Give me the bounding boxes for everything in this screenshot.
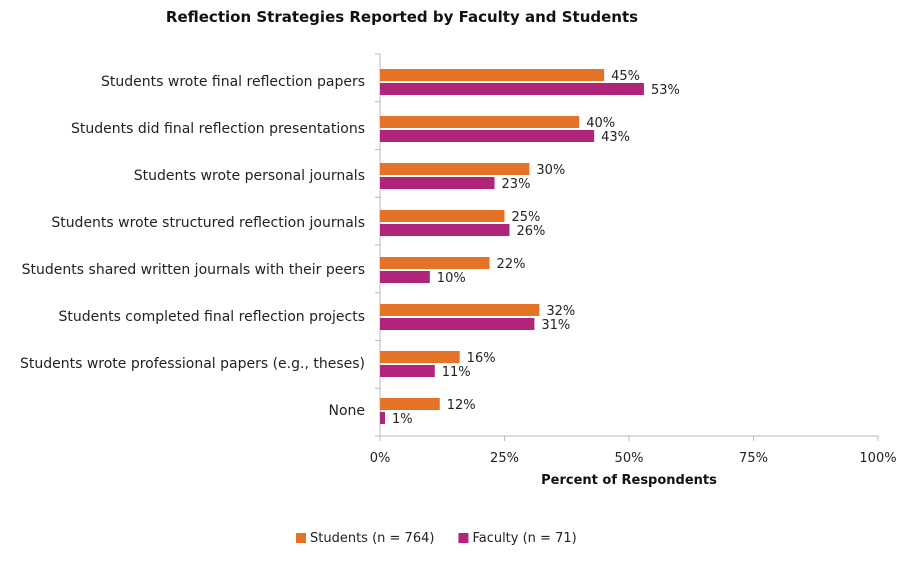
- legend-swatch-faculty: [458, 533, 469, 543]
- x-tick-label: 25%: [490, 451, 519, 466]
- data-label: 32%: [546, 304, 575, 319]
- category-label: None: [328, 403, 365, 419]
- data-label: 53%: [651, 83, 680, 98]
- category-label: Students wrote final reflection papers: [101, 74, 365, 90]
- x-axis-title: Percent of Respondents: [541, 473, 717, 488]
- data-label: 31%: [541, 318, 570, 333]
- bar-students: [380, 116, 580, 128]
- category-label: Students did final reflection presentati…: [71, 121, 365, 137]
- data-label: 45%: [611, 69, 640, 84]
- plot-area: 0% 25% 50% 75% 100% Students wrote final refl…: [20, 53, 897, 466]
- bar-faculty: [380, 318, 535, 330]
- data-label: 26%: [516, 224, 545, 239]
- category-label: Students wrote professional papers (e.g.…: [20, 356, 365, 372]
- data-label: 43%: [601, 130, 630, 145]
- legend-label-students: Students (n = 764): [310, 531, 434, 546]
- legend-label-faculty: Faculty (n = 71): [472, 531, 576, 546]
- category-label: Students completed final reflection proj…: [58, 309, 365, 325]
- bar-students: [380, 163, 530, 175]
- data-label: 1%: [392, 412, 413, 427]
- data-label: 11%: [442, 365, 471, 380]
- bar-faculty: [380, 130, 595, 142]
- x-tick-label: 50%: [615, 451, 644, 466]
- category-label: Students wrote personal journals: [134, 168, 365, 184]
- data-label: 22%: [497, 257, 526, 272]
- bar-faculty: [380, 177, 495, 189]
- data-label: 40%: [586, 116, 615, 131]
- bar-faculty: [380, 271, 430, 283]
- bar-faculty: [380, 412, 385, 424]
- bar-students: [380, 304, 540, 316]
- category-label: Students shared written journals with th…: [22, 262, 365, 278]
- bar-students: [380, 257, 490, 269]
- bar-students: [380, 210, 505, 222]
- chart-title: Reflection Strategies Reported by Facult…: [166, 8, 638, 26]
- data-label: 23%: [502, 177, 531, 192]
- x-tick-label: 75%: [739, 451, 768, 466]
- bar-students: [380, 351, 460, 363]
- bar-faculty: [380, 224, 510, 236]
- legend: Students (n = 764) Faculty (n = 71): [296, 531, 577, 546]
- bar-faculty: [380, 83, 644, 95]
- bar-students: [380, 69, 605, 81]
- bar-faculty: [380, 365, 435, 377]
- data-label: 12%: [447, 398, 476, 413]
- data-label: 25%: [512, 210, 541, 225]
- data-label: 30%: [536, 163, 565, 178]
- data-label: 16%: [467, 351, 496, 366]
- x-tick-label: 0%: [370, 451, 391, 466]
- data-label: 10%: [437, 271, 466, 286]
- category-label: Students wrote structured reflection jou…: [51, 215, 365, 231]
- bar-students: [380, 398, 440, 410]
- legend-swatch-students: [296, 533, 306, 543]
- x-tick-label: 100%: [859, 451, 896, 466]
